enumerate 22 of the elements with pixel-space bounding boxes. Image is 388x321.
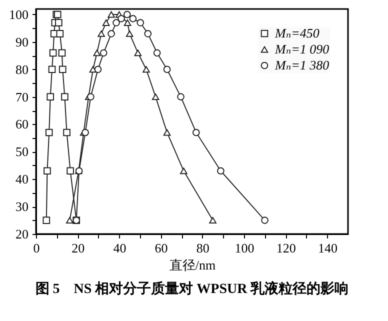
- legend-label: Mₙ=1 380: [274, 58, 330, 72]
- y-tick-label: 90: [16, 34, 28, 50]
- y-tick-label: 30: [16, 199, 28, 214]
- x-tick-label: 60: [154, 240, 168, 256]
- x-tick-label: 0: [33, 240, 40, 256]
- x-tick-label: 20: [72, 240, 85, 256]
- x-axis-title: 直径/nm: [169, 258, 216, 272]
- x-tick-label: 40: [113, 240, 126, 256]
- legend-label: Mₙ=450: [274, 26, 320, 40]
- x-tick-label: 120: [276, 240, 296, 256]
- y-tick-label: 20: [16, 226, 28, 242]
- y-tick-label: 60: [16, 116, 28, 132]
- y-tick-label: 50: [16, 144, 28, 160]
- y-tick-label: 80: [16, 62, 28, 77]
- legend-label: Mₙ=1 090: [274, 42, 330, 56]
- y-tick-label: 70: [16, 89, 28, 104]
- caption: 图 5 NS 相对分子质量对 WPSUR 乳液粒径的影响: [35, 280, 349, 297]
- x-tick-label: 100: [234, 240, 254, 256]
- x-tick-label: 140: [318, 240, 338, 256]
- y-tick-label: 40: [16, 172, 28, 187]
- y-tick-label: 100: [9, 6, 28, 22]
- x-tick-label: 80: [196, 240, 210, 256]
